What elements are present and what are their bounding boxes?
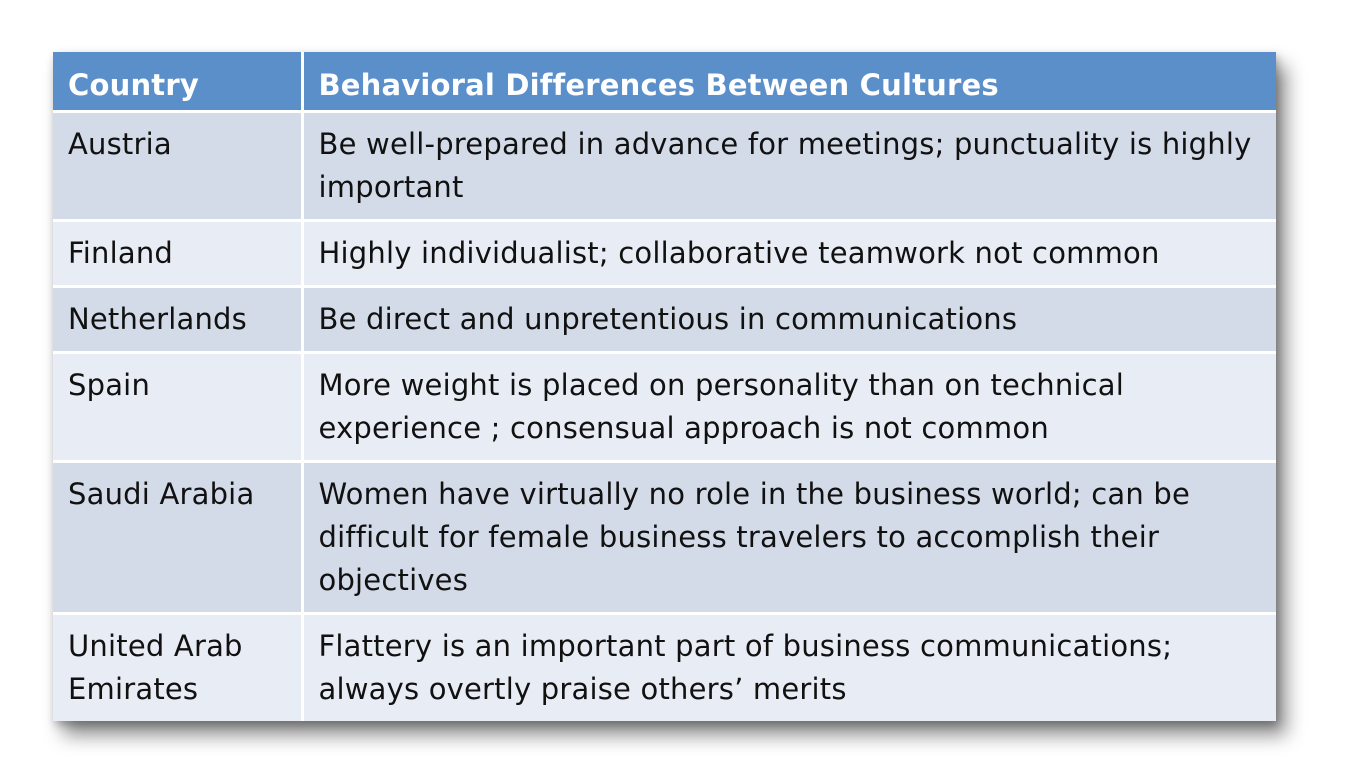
header-behavior: Behavioral Differences Between Cultures xyxy=(302,52,1276,113)
table-header-row: Country Behavioral Differences Between C… xyxy=(53,52,1276,113)
culture-table-container: Country Behavioral Differences Between C… xyxy=(53,52,1276,721)
behavior-cell: Flattery is an important part of busines… xyxy=(302,613,1276,721)
country-cell: Finland xyxy=(53,220,304,288)
country-cell: Netherlands xyxy=(53,286,304,354)
table-row: Netherlands Be direct and unpretentious … xyxy=(53,286,1276,354)
behavior-cell: Women have virtually no role in the busi… xyxy=(302,461,1276,615)
behavior-cell: More weight is placed on personality tha… xyxy=(302,352,1276,463)
country-cell: Austria xyxy=(53,111,304,222)
country-cell: Spain xyxy=(53,352,304,463)
table-row: Finland Highly individualist; collaborat… xyxy=(53,220,1276,288)
header-country: Country xyxy=(53,52,304,113)
culture-table: Country Behavioral Differences Between C… xyxy=(53,52,1276,721)
country-cell: Saudi Arabia xyxy=(53,461,304,615)
table-row: Austria Be well-prepared in advance for … xyxy=(53,111,1276,222)
country-cell: United Arab Emirates xyxy=(53,613,304,721)
behavior-cell: Be well-prepared in advance for meetings… xyxy=(302,111,1276,222)
behavior-cell: Be direct and unpretentious in communica… xyxy=(302,286,1276,354)
behavior-cell: Highly individualist; collaborative team… xyxy=(302,220,1276,288)
table-row: Saudi Arabia Women have virtually no rol… xyxy=(53,461,1276,615)
table-row: United Arab Emirates Flattery is an impo… xyxy=(53,613,1276,721)
table-row: Spain More weight is placed on personali… xyxy=(53,352,1276,463)
